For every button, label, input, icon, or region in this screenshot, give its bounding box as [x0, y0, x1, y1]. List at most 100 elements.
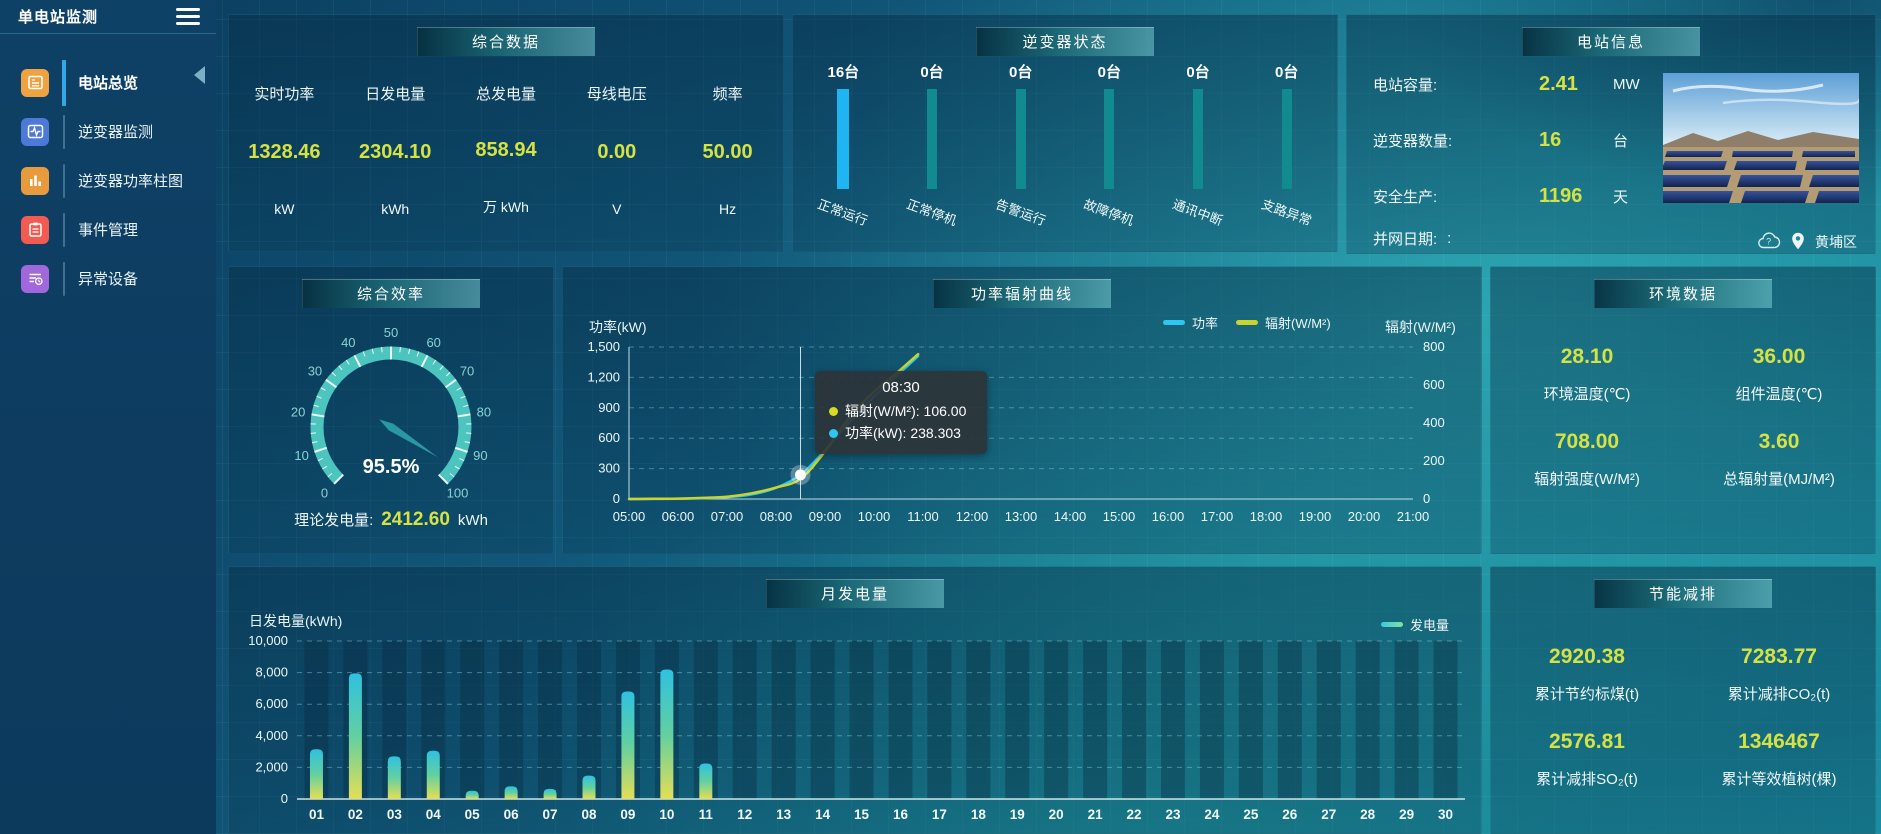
svg-text:09:00: 09:00 [809, 509, 842, 524]
svg-text:40: 40 [341, 335, 355, 350]
panel-environment: 环境数据 28.10 环境温度(℃) 36.00 组件温度(℃) 708.00 … [1490, 266, 1876, 554]
svg-text:21:00: 21:00 [1397, 509, 1430, 524]
sidebar-item-abnormal-devices[interactable]: 异常设备 [0, 254, 216, 303]
metric-bus-voltage: 母线电压 0.00 V [586, 86, 647, 217]
sidebar: 单电站监测 电站总览 逆变器监测 [0, 0, 216, 834]
environment-metrics: 28.10 环境温度(℃) 36.00 组件温度(℃) 708.00 辐射强度(… [1491, 345, 1875, 489]
panel-station-info: 电站信息 电站容量: 2.41 MW 逆变器数量: 16 台 安全生产: 119… [1346, 14, 1876, 254]
cloud-question-icon[interactable]: ? [1757, 231, 1781, 253]
svg-text:18: 18 [971, 807, 987, 822]
metric-frequency: 频率 50.00 Hz [702, 86, 753, 217]
theoretical-generation: 理论发电量: 2412.60 kWh [294, 509, 488, 530]
summary-metrics: 实时功率 1328.46 kW 日发电量 2304.10 kWh 总发电量 85… [229, 59, 783, 241]
sidebar-item-label: 逆变器功率柱图 [78, 173, 184, 190]
sidebar-collapse-arrow[interactable] [194, 66, 205, 84]
svg-text:25: 25 [1243, 807, 1259, 822]
svg-text:24: 24 [1204, 807, 1220, 822]
svg-text:17: 17 [932, 807, 947, 822]
svg-text:20:00: 20:00 [1348, 509, 1381, 524]
ambient-temperature: 28.10 环境温度(℃) [1543, 345, 1631, 403]
svg-text:800: 800 [1423, 339, 1445, 354]
svg-text:?: ? [1766, 236, 1771, 246]
svg-text:0: 0 [1423, 491, 1430, 506]
tooltip-time: 08:30 [882, 379, 920, 396]
svg-text:20: 20 [291, 404, 305, 419]
svg-text:02: 02 [348, 807, 363, 822]
tooltip-power: 功率(kW): 238.303 [829, 422, 973, 444]
svg-text:14: 14 [815, 807, 831, 822]
irradiance: 708.00 辐射强度(W/M²) [1534, 430, 1640, 488]
svg-text:27: 27 [1321, 807, 1336, 822]
svg-text:100: 100 [447, 485, 469, 500]
inverter-bar-normal-run: 16台 正常运行 [815, 64, 870, 229]
svg-text:07: 07 [543, 807, 558, 822]
bar-chart-icon [21, 166, 49, 195]
svg-text:26: 26 [1282, 807, 1298, 822]
sidebar-item-inverter-monitor[interactable]: 逆变器监测 [0, 107, 216, 156]
svg-text:21: 21 [1088, 807, 1104, 822]
safe-production-row: 安全生产: 1196 天 [1373, 184, 1629, 207]
inverter-bar-comm-lost: 0台 通讯中断 [1170, 64, 1225, 229]
panel-monthly-generation: 月发电量 日发电量(kWh) 发电量 10,000 8,000 6,000 4,000… [228, 566, 1482, 834]
tooltip-radiation: 辐射(W/M²): 106.00 [829, 400, 973, 422]
metric-total-generation: 总发电量 858.94 万 kWh [475, 85, 537, 216]
svg-text:1,200: 1,200 [587, 369, 620, 384]
monthly-bar-chart: 10,000 8,000 6,000 4,000 2,000 0 01 02 03 04 05 06 0… [248, 633, 1465, 822]
svg-text:04: 04 [426, 807, 442, 822]
svg-text:8,000: 8,000 [255, 665, 288, 680]
svg-text:0: 0 [321, 485, 328, 500]
sidebar-header: 单电站监测 [0, 0, 216, 34]
svg-text:10:00: 10:00 [858, 509, 891, 524]
svg-text:10: 10 [659, 807, 674, 822]
svg-text:08: 08 [581, 807, 597, 822]
svg-text:0: 0 [613, 491, 620, 506]
sidebar-menu: 电站总览 逆变器监测 逆变器功率柱图 事 [0, 58, 216, 303]
clipboard-icon [21, 215, 49, 244]
right-axis-title: 辐射(W/M²) [1385, 319, 1456, 335]
waveform-icon [21, 117, 49, 146]
svg-text:13:00: 13:00 [1005, 509, 1038, 524]
list-clock-icon [21, 264, 49, 293]
sidebar-item-label: 逆变器监测 [78, 124, 154, 141]
sidebar-item-label: 电站总览 [78, 75, 139, 92]
panel-efficiency: 综合效率 0 10 20 30 40 50 60 70 80 90 100 95.5% 理论发电量: 2… [228, 266, 554, 554]
bar-axis-title: 日发电量(kWh) [249, 613, 343, 629]
metric-daily-generation: 日发电量 2304.10 kWh [359, 86, 432, 217]
legend-radiation[interactable]: 辐射(W/M²) [1236, 313, 1331, 332]
legend-power[interactable]: 功率 [1163, 313, 1218, 332]
sidebar-item-station-overview[interactable]: 电站总览 [0, 58, 216, 107]
svg-text:17:00: 17:00 [1201, 509, 1234, 524]
power-radiation-chart: 1,500 1,200 900 600 300 0 800 600 400 200 0 05:00 06… [587, 339, 1445, 524]
svg-text:70: 70 [460, 364, 474, 379]
panel-title-badge: 月发电量 [766, 579, 944, 608]
panel-title-badge: 节能减排 [1594, 579, 1772, 608]
svg-text:2,000: 2,000 [255, 759, 288, 774]
svg-text:07:00: 07:00 [711, 509, 744, 524]
co2-reduced: 7283.77 累计减排CO₂(t) [1727, 645, 1831, 703]
item-divider [63, 261, 65, 296]
inverter-count-row: 逆变器数量: 16 台 [1373, 128, 1629, 151]
item-divider [63, 163, 65, 198]
svg-text:09: 09 [620, 807, 635, 822]
status-bar [1281, 89, 1292, 189]
metric-realtime-power: 实时功率 1328.46 kW [248, 86, 321, 217]
location-pin-icon [1791, 232, 1805, 253]
sidebar-item-event-management[interactable]: 事件管理 [0, 205, 216, 254]
svg-text:03: 03 [387, 807, 403, 822]
status-bar [1015, 89, 1026, 189]
svg-text:16:00: 16:00 [1152, 509, 1185, 524]
legend-generation[interactable]: 发电量 [1381, 615, 1449, 634]
svg-text:80: 80 [477, 404, 491, 419]
svg-text:14:00: 14:00 [1054, 509, 1087, 524]
so2-reduced: 2576.81 累计减排SO₂(t) [1536, 730, 1638, 788]
hamburger-menu-icon[interactable] [176, 4, 200, 29]
item-divider [63, 114, 65, 149]
svg-text:12: 12 [737, 807, 752, 822]
grid-date-row: 并网日期: : [1373, 229, 1452, 248]
sidebar-item-power-bars[interactable]: 逆变器功率柱图 [0, 156, 216, 205]
svg-text:60: 60 [426, 335, 440, 350]
svg-text:19: 19 [1010, 807, 1025, 822]
svg-text:05: 05 [465, 807, 481, 822]
svg-text:90: 90 [473, 448, 487, 463]
